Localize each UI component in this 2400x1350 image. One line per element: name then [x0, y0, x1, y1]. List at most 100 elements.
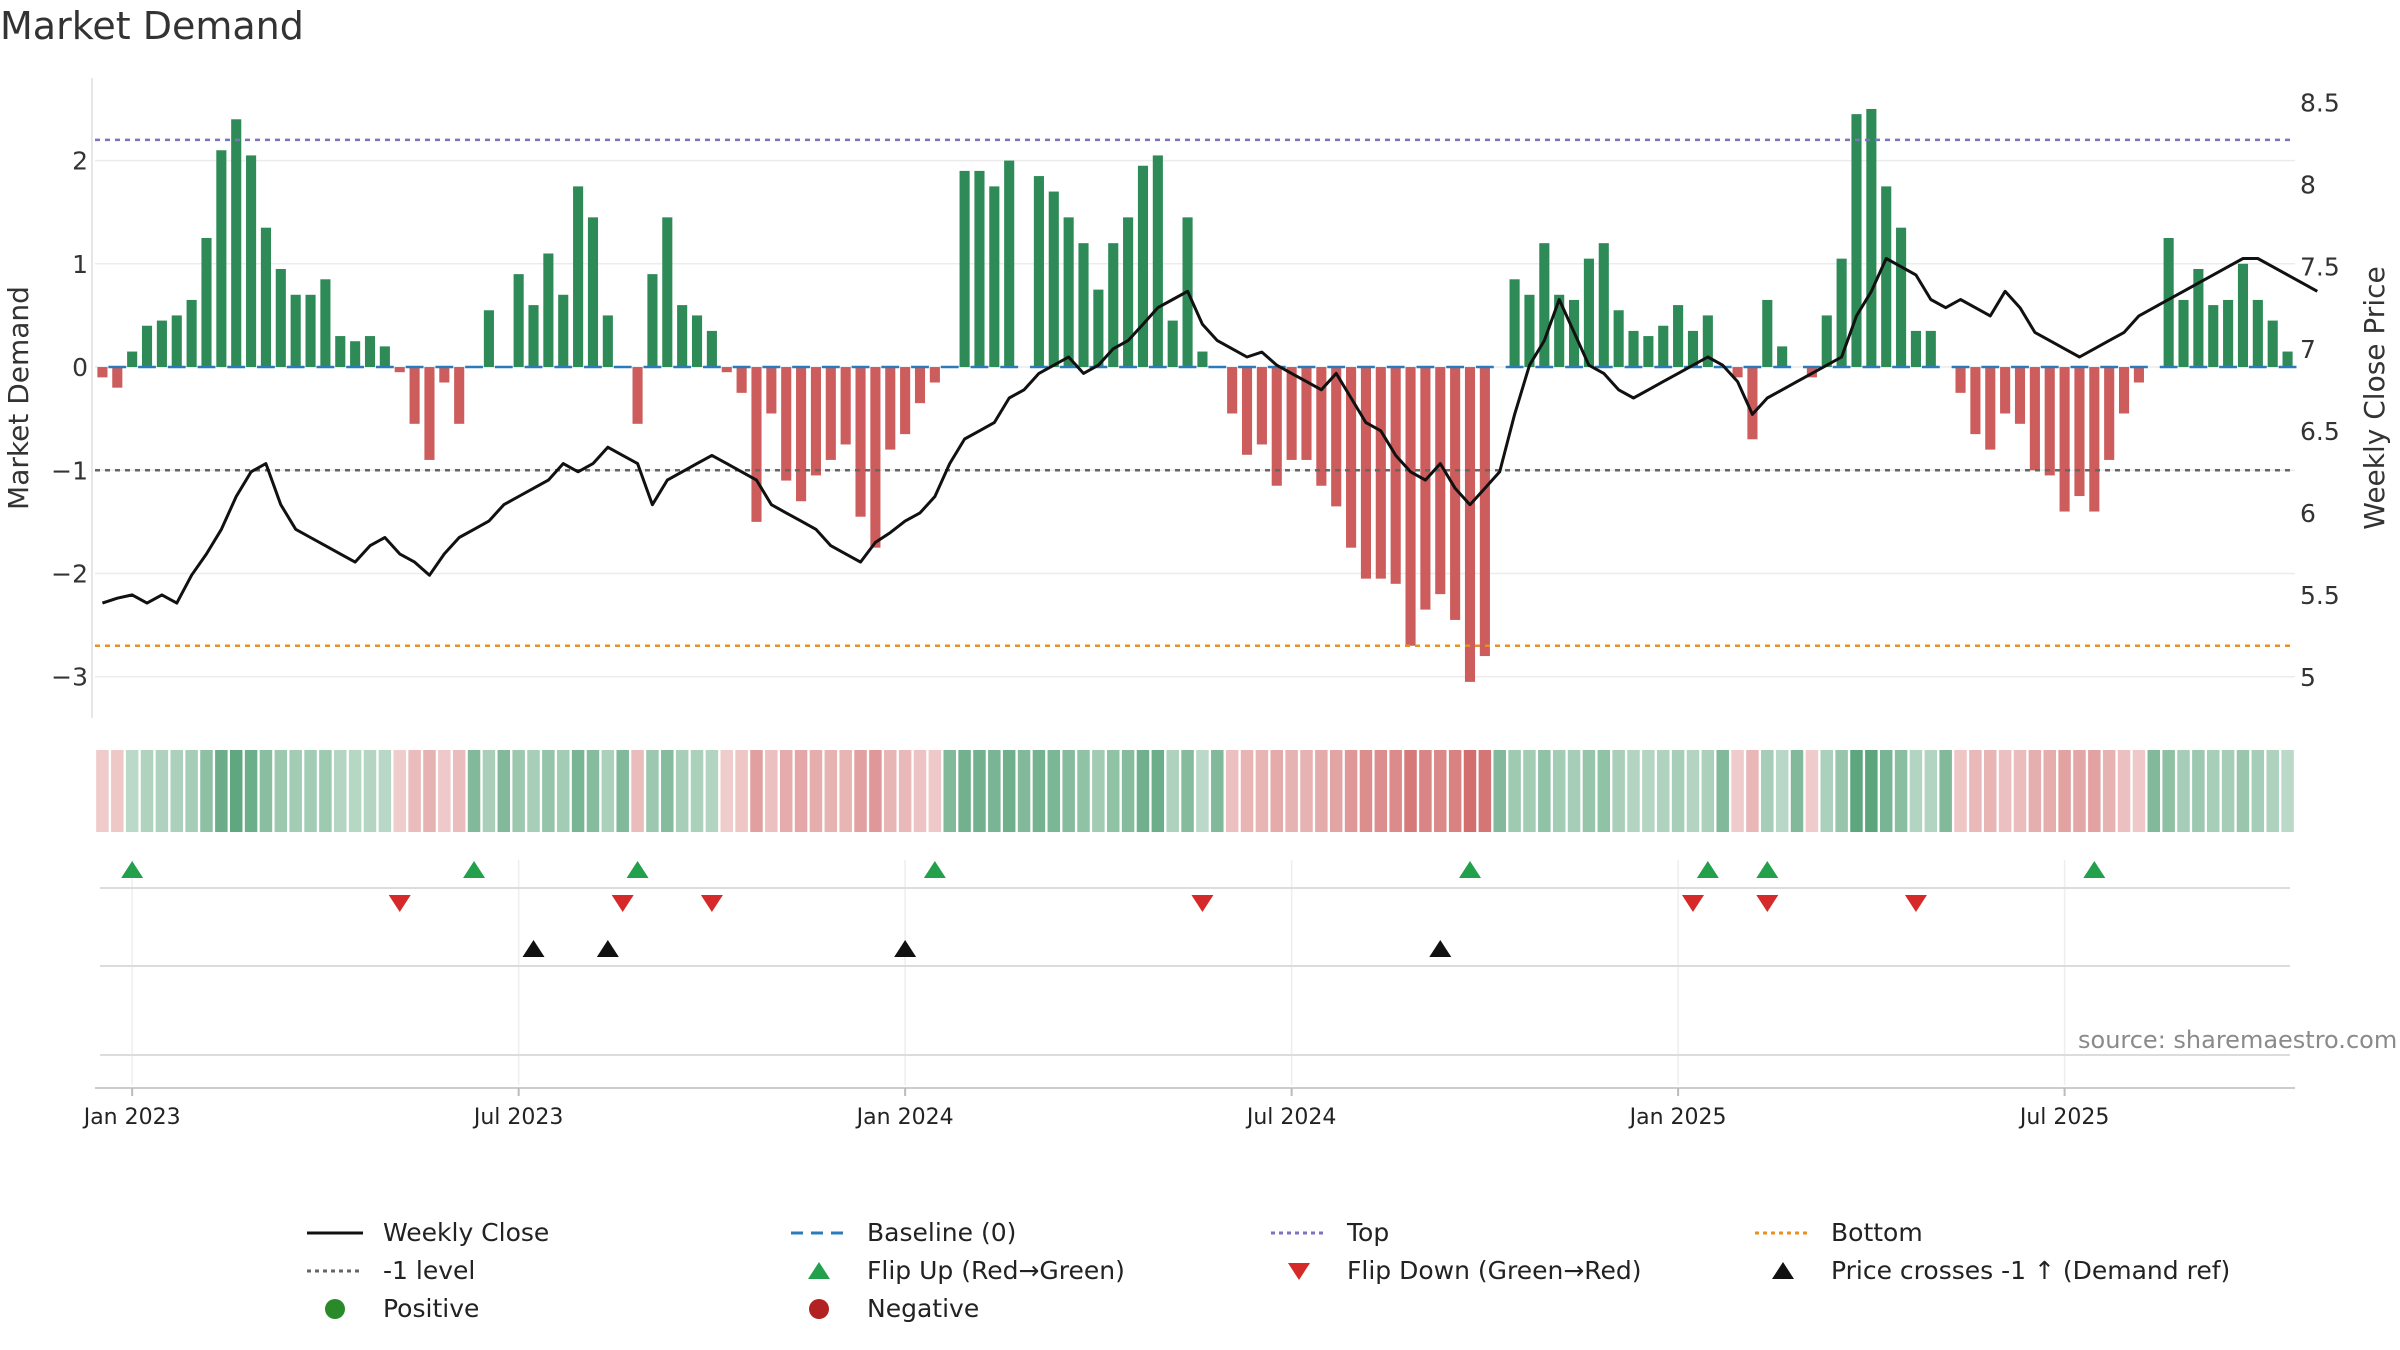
x-tick-label: Jul 2023 [472, 1105, 564, 1130]
y-tick-label-left: 2 [72, 147, 88, 176]
legend-label: Negative [867, 1294, 980, 1323]
heat-cell [1538, 750, 1551, 832]
heat-cell [1419, 750, 1432, 832]
heat-cell [898, 750, 912, 832]
cross-up-marker [596, 940, 619, 957]
legend-symbol [1288, 1262, 1310, 1280]
heat-cell [1731, 750, 1744, 832]
demand-bar [2029, 367, 2040, 471]
heat-cell [200, 750, 213, 832]
heat-cell [2058, 750, 2071, 832]
demand-bar [394, 367, 405, 373]
y-tick-label-right: 5 [2300, 663, 2316, 692]
heat-cell [274, 750, 288, 832]
demand-bar [97, 367, 108, 378]
legend-label: Baseline (0) [867, 1218, 1017, 1247]
demand-bar [1033, 176, 1044, 368]
heat-cell [393, 750, 406, 832]
heat-cell [809, 750, 823, 832]
heat-cell [1820, 750, 1833, 832]
heat-cell [943, 750, 956, 832]
heat-cell [1686, 750, 1700, 832]
demand-bar [796, 367, 807, 502]
demand-bar [1747, 367, 1758, 440]
legend-symbol [1772, 1261, 1794, 1279]
y-tick-label-left: 1 [72, 250, 88, 279]
heat-cell [289, 750, 302, 832]
axes: −3 −2 −1 0 1 2 5 5.5 6 6.5 7 7.5 8 8.5 [51, 78, 2340, 718]
demand-bar [1732, 367, 1743, 378]
heat-cell [1924, 750, 1938, 832]
y-tick-label-left: −1 [51, 456, 88, 485]
heat-cell [869, 750, 882, 832]
heat-cell [1671, 750, 1685, 832]
heat-cell [1448, 750, 1462, 832]
flip-down-marker [1681, 895, 1704, 912]
heat-cell [1612, 750, 1625, 832]
y-tick-label-left: −2 [51, 559, 88, 588]
heat-cell [1894, 750, 1908, 832]
heat-cell [497, 750, 511, 832]
legend-item: Weekly Close [305, 1218, 549, 1247]
demand-bar [201, 238, 212, 368]
demand-bar [379, 346, 390, 368]
heat-cell [675, 750, 689, 832]
flip-down-marker [700, 895, 723, 912]
heat-cell [1255, 750, 1269, 832]
demand-bar [1881, 186, 1892, 368]
demand-bar [855, 367, 866, 517]
heat-cell [1835, 750, 1848, 832]
demand-bar [840, 367, 851, 445]
heat-cell [1761, 750, 1774, 832]
demand-bar [1063, 217, 1074, 368]
demand-bar [1866, 108, 1877, 368]
legend-label: Flip Down (Green→Red) [1347, 1256, 1642, 1285]
demand-bar [1970, 367, 1981, 435]
flip-up-marker [463, 861, 486, 878]
demand-bar [2223, 299, 2234, 368]
heat-cell [2088, 750, 2101, 832]
demand-bar [1152, 155, 1163, 368]
demand-bar [171, 315, 182, 368]
demand-bar [1271, 367, 1282, 486]
heat-cell [601, 750, 615, 832]
heat-cell [661, 750, 674, 832]
heat-cell [1389, 750, 1402, 832]
demand-bar [2119, 367, 2130, 414]
heat-cell [1850, 750, 1863, 832]
demand-bar [305, 294, 316, 368]
demand-bar [2104, 367, 2115, 460]
flip-down-marker [1904, 895, 1927, 912]
demand-bar [1048, 191, 1059, 368]
demand-bar [2014, 367, 2026, 424]
heat-cell [1092, 750, 1105, 832]
heat-cell [2207, 750, 2220, 832]
y-axis-label-right: Weekly Close Price [2358, 266, 2391, 529]
cross-up-marker [522, 940, 545, 957]
heat-cell [690, 750, 704, 832]
heat-cell [988, 750, 1001, 832]
heat-cell [958, 750, 971, 832]
demand-bar [929, 367, 940, 383]
demand-bar [1687, 330, 1699, 368]
demand-bar [409, 367, 420, 424]
demand-bar [662, 217, 673, 368]
demand-bar [1821, 315, 1832, 368]
heat-cell [229, 750, 243, 832]
heat-cell [720, 750, 733, 832]
heat-cell [2043, 750, 2056, 832]
heat-cell [125, 750, 139, 832]
heat-cell [1240, 750, 1254, 832]
y-tick-label-right: 6 [2300, 499, 2316, 528]
demand-bar [885, 367, 896, 450]
legend-item: Bottom [1753, 1218, 1923, 1247]
legend-item: Flip Down (Green→Red) [1269, 1256, 1642, 1285]
demand-bar [1955, 367, 1966, 393]
legend-label: Bottom [1831, 1218, 1923, 1247]
heat-cell [1062, 750, 1075, 832]
demand-bar [2059, 367, 2070, 512]
demand-bar [543, 253, 554, 368]
y-tick-label-right: 7 [2300, 335, 2316, 364]
demand-bar [1450, 367, 1461, 620]
demand-bar [2000, 367, 2011, 414]
